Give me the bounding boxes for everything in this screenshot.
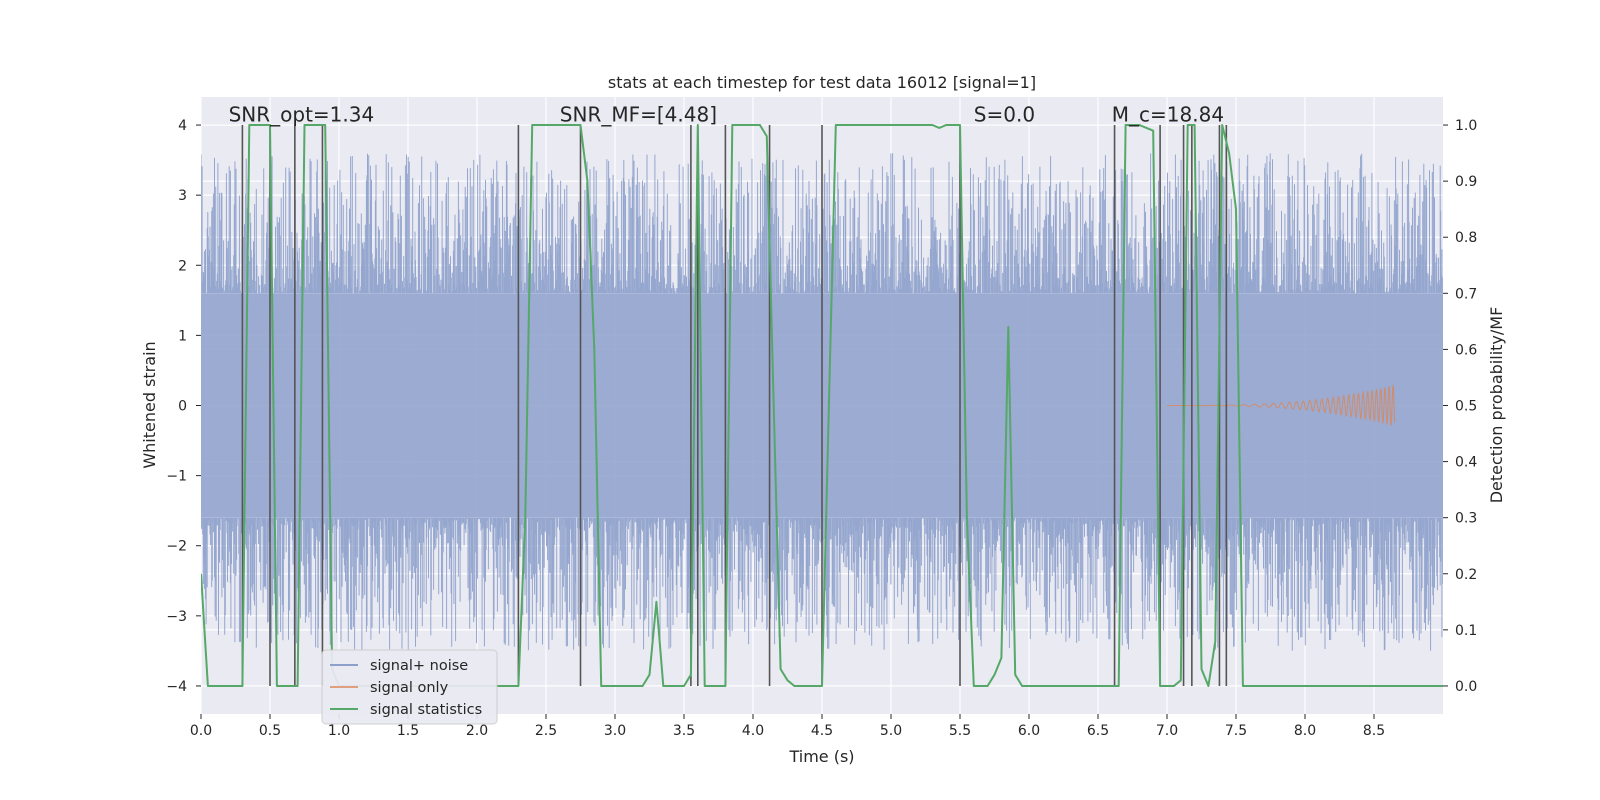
y-right-tick-label: 0.1 xyxy=(1455,623,1477,639)
noise-spikes-upper xyxy=(201,153,1443,294)
y-right-tick-label: 0.9 xyxy=(1455,174,1477,190)
x-tick-label: 7.5 xyxy=(1225,723,1247,739)
legend-label: signal+ noise xyxy=(370,658,468,674)
x-axis-label: Time (s) xyxy=(788,747,854,766)
y-left-tick-label: 4 xyxy=(178,118,187,134)
x-tick-label: 2.0 xyxy=(466,723,488,739)
y-left-tick-label: −4 xyxy=(166,679,187,695)
y-right-tick-label: 0.0 xyxy=(1455,679,1477,695)
y-left-tick-label: 1 xyxy=(178,328,187,344)
y-left-tick-label: 3 xyxy=(178,188,187,204)
y-right-axis-label: Detection probability/MF xyxy=(1487,307,1506,504)
annotation-text-2: SNR_MF=[4.48] xyxy=(560,103,717,127)
legend-label: signal statistics xyxy=(370,702,482,718)
x-tick-label: 6.5 xyxy=(1087,723,1109,739)
statistic-line xyxy=(201,124,1443,687)
y-left-axis-ticks: −4 −3 −2 −1 0 1 2 3 4 xyxy=(166,118,201,695)
annotation-text-3: S=0.0 xyxy=(974,103,1035,127)
x-axis-ticks: 0.0 0.5 1.0 1.5 2.0 2.5 3.0 3.5 4.0 4.5 5.0 5.5 6.0 6… xyxy=(190,714,1385,739)
x-tick-label: 3.0 xyxy=(604,723,626,739)
x-tick-label: 1.0 xyxy=(328,723,350,739)
y-right-tick-label: 0.6 xyxy=(1455,342,1477,358)
annotations: SNR_opt=1.34 SNR_MF=[4.48] S=0.0 M_c=18.84 xyxy=(229,103,1224,127)
chart-title: stats at each timestep for test data 160… xyxy=(608,73,1036,92)
y-left-tick-label: 0 xyxy=(178,399,187,415)
noise-spikes-lower xyxy=(201,517,1443,651)
y-right-tick-label: 0.4 xyxy=(1455,455,1477,471)
legend-label: signal only xyxy=(370,680,449,696)
statistic-series xyxy=(201,124,1443,687)
signal-series xyxy=(1167,384,1396,426)
y-right-tick-label: 0.7 xyxy=(1455,286,1477,302)
x-tick-label: 7.0 xyxy=(1156,723,1178,739)
x-tick-label: 0.0 xyxy=(190,723,212,739)
y-left-tick-label: −3 xyxy=(166,609,187,625)
y-right-tick-label: 0.8 xyxy=(1455,230,1477,246)
y-right-axis-ticks: 0.0 0.1 0.2 0.3 0.4 0.5 0.6 0.7 0.8 0.9 1.0 xyxy=(1443,118,1477,695)
x-tick-label: 0.5 xyxy=(259,723,281,739)
legend-box xyxy=(321,649,498,725)
y-left-tick-label: −1 xyxy=(166,469,187,485)
y-left-tick-label: 2 xyxy=(178,258,187,274)
x-tick-label: 5.5 xyxy=(949,723,971,739)
x-tick-label: 3.5 xyxy=(673,723,695,739)
annotation-text-1: SNR_opt=1.34 xyxy=(229,103,375,127)
y-left-tick-label: −2 xyxy=(166,539,187,555)
x-tick-label: 4.5 xyxy=(811,723,833,739)
y-left-axis-label: Whitened strain xyxy=(140,341,159,468)
legend: signal+ noise signal only signal statistic… xyxy=(321,649,498,725)
x-tick-label: 8.5 xyxy=(1363,723,1385,739)
y-right-tick-label: 1.0 xyxy=(1455,118,1477,134)
y-right-tick-label: 0.3 xyxy=(1455,511,1477,527)
x-tick-label: 1.5 xyxy=(397,723,419,739)
y-right-tick-label: 0.2 xyxy=(1455,567,1477,583)
x-tick-label: 6.0 xyxy=(1018,723,1040,739)
y-right-tick-label: 0.5 xyxy=(1455,399,1477,415)
x-tick-label: 4.0 xyxy=(742,723,764,739)
x-tick-label: 8.0 xyxy=(1294,723,1316,739)
plot-content xyxy=(201,124,1443,687)
x-tick-label: 2.5 xyxy=(535,723,557,739)
signal-chirp-line xyxy=(1167,384,1396,426)
annotation-text-4: M_c=18.84 xyxy=(1112,103,1224,127)
x-tick-label: 5.0 xyxy=(880,723,902,739)
